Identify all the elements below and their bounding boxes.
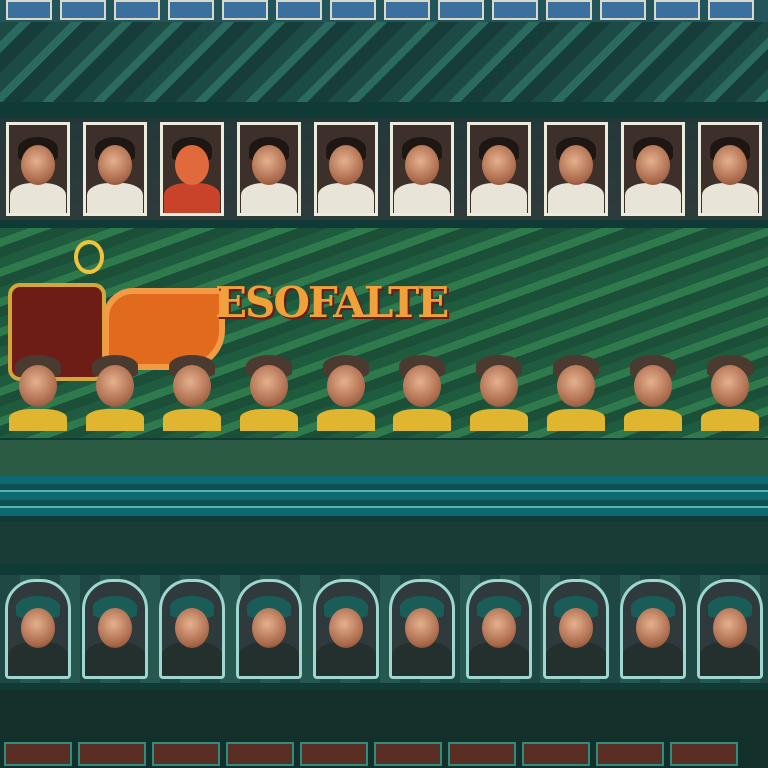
thumbnail bbox=[6, 0, 52, 20]
thumbnail bbox=[600, 0, 646, 20]
face-image bbox=[482, 145, 517, 185]
thumbnail bbox=[60, 0, 106, 20]
portrait-row-bottom bbox=[0, 575, 768, 683]
banner-text-2 bbox=[0, 522, 768, 564]
portrait-frame bbox=[543, 122, 608, 216]
face-image bbox=[405, 608, 440, 648]
banner-text-1 bbox=[0, 440, 768, 476]
face-image bbox=[326, 365, 365, 407]
footer-tile bbox=[522, 742, 590, 766]
face-image bbox=[98, 608, 133, 648]
portrait-frame bbox=[393, 349, 452, 431]
thumbnail bbox=[276, 0, 322, 20]
face-image bbox=[635, 608, 670, 648]
portrait-frame bbox=[82, 579, 149, 679]
striped-text-band bbox=[0, 476, 768, 516]
footer-tile-strip bbox=[0, 742, 768, 768]
face-image bbox=[558, 145, 593, 185]
portrait-frame bbox=[546, 349, 605, 431]
footer-tile bbox=[78, 742, 146, 766]
portrait-frame bbox=[467, 122, 532, 216]
portrait-frame bbox=[697, 122, 762, 216]
footer-tile bbox=[4, 742, 72, 766]
portrait-frame bbox=[623, 349, 682, 431]
portrait-row-top bbox=[0, 118, 768, 220]
portrait-frame bbox=[158, 579, 225, 679]
thumbnail bbox=[438, 0, 484, 20]
footer-tile bbox=[374, 742, 442, 766]
footer-tile bbox=[596, 742, 664, 766]
footer-tile bbox=[670, 742, 738, 766]
face-image bbox=[712, 608, 747, 648]
face-image bbox=[633, 365, 672, 407]
face-image bbox=[251, 608, 286, 648]
portrait-frame bbox=[312, 579, 379, 679]
face-image bbox=[480, 365, 519, 407]
footer-tile bbox=[226, 742, 294, 766]
portrait-frame bbox=[159, 122, 224, 216]
portrait-frame bbox=[542, 579, 609, 679]
portrait-row-middle bbox=[0, 345, 768, 435]
thumbnail bbox=[708, 0, 754, 20]
thumbnail bbox=[222, 0, 268, 20]
portrait-frame bbox=[83, 122, 148, 216]
portrait-frame bbox=[390, 122, 455, 216]
face-image bbox=[328, 145, 363, 185]
middle-big-title: ESOFALTE bbox=[215, 278, 449, 327]
portrait-frame bbox=[9, 349, 68, 431]
face-image bbox=[249, 365, 288, 407]
portrait-frame bbox=[620, 122, 685, 216]
face-image bbox=[174, 608, 209, 648]
face-image bbox=[556, 365, 595, 407]
portrait-frame bbox=[466, 579, 533, 679]
thumbnail bbox=[384, 0, 430, 20]
thumbnail bbox=[168, 0, 214, 20]
portrait-frame bbox=[6, 122, 71, 216]
thumbnail bbox=[546, 0, 592, 20]
portrait-frame bbox=[236, 122, 301, 216]
face-image bbox=[21, 145, 56, 185]
face-image bbox=[174, 145, 209, 185]
top-thumbnail-strip bbox=[0, 0, 768, 22]
face-image bbox=[712, 145, 747, 185]
portrait-frame bbox=[239, 349, 298, 431]
face-image bbox=[558, 608, 593, 648]
thumbnail bbox=[654, 0, 700, 20]
portrait-frame bbox=[86, 349, 145, 431]
portrait-frame bbox=[700, 349, 759, 431]
face-image bbox=[403, 365, 442, 407]
portrait-frame bbox=[5, 579, 72, 679]
portrait-frame bbox=[316, 349, 375, 431]
face-image bbox=[98, 145, 133, 185]
thumbnail bbox=[114, 0, 160, 20]
face-image bbox=[19, 365, 58, 407]
face-image bbox=[251, 145, 286, 185]
face-image bbox=[172, 365, 211, 407]
thumbnail bbox=[492, 0, 538, 20]
portrait-frame bbox=[313, 122, 378, 216]
face-image bbox=[328, 608, 363, 648]
portrait-frame bbox=[162, 349, 221, 431]
face-image bbox=[482, 608, 517, 648]
portrait-frame bbox=[470, 349, 529, 431]
title-banner bbox=[0, 22, 768, 102]
face-image bbox=[635, 145, 670, 185]
footer-tile bbox=[300, 742, 368, 766]
portrait-frame bbox=[619, 579, 686, 679]
face-image bbox=[405, 145, 440, 185]
footer-panel bbox=[0, 690, 768, 768]
face-image bbox=[96, 365, 135, 407]
footer-tile bbox=[152, 742, 220, 766]
footer-tile bbox=[448, 742, 516, 766]
portrait-frame bbox=[696, 579, 763, 679]
portrait-frame bbox=[389, 579, 456, 679]
portrait-frame bbox=[235, 579, 302, 679]
face-image bbox=[21, 608, 56, 648]
face-image bbox=[710, 365, 749, 407]
ring-emblem-icon bbox=[74, 240, 104, 274]
thumbnail bbox=[330, 0, 376, 20]
